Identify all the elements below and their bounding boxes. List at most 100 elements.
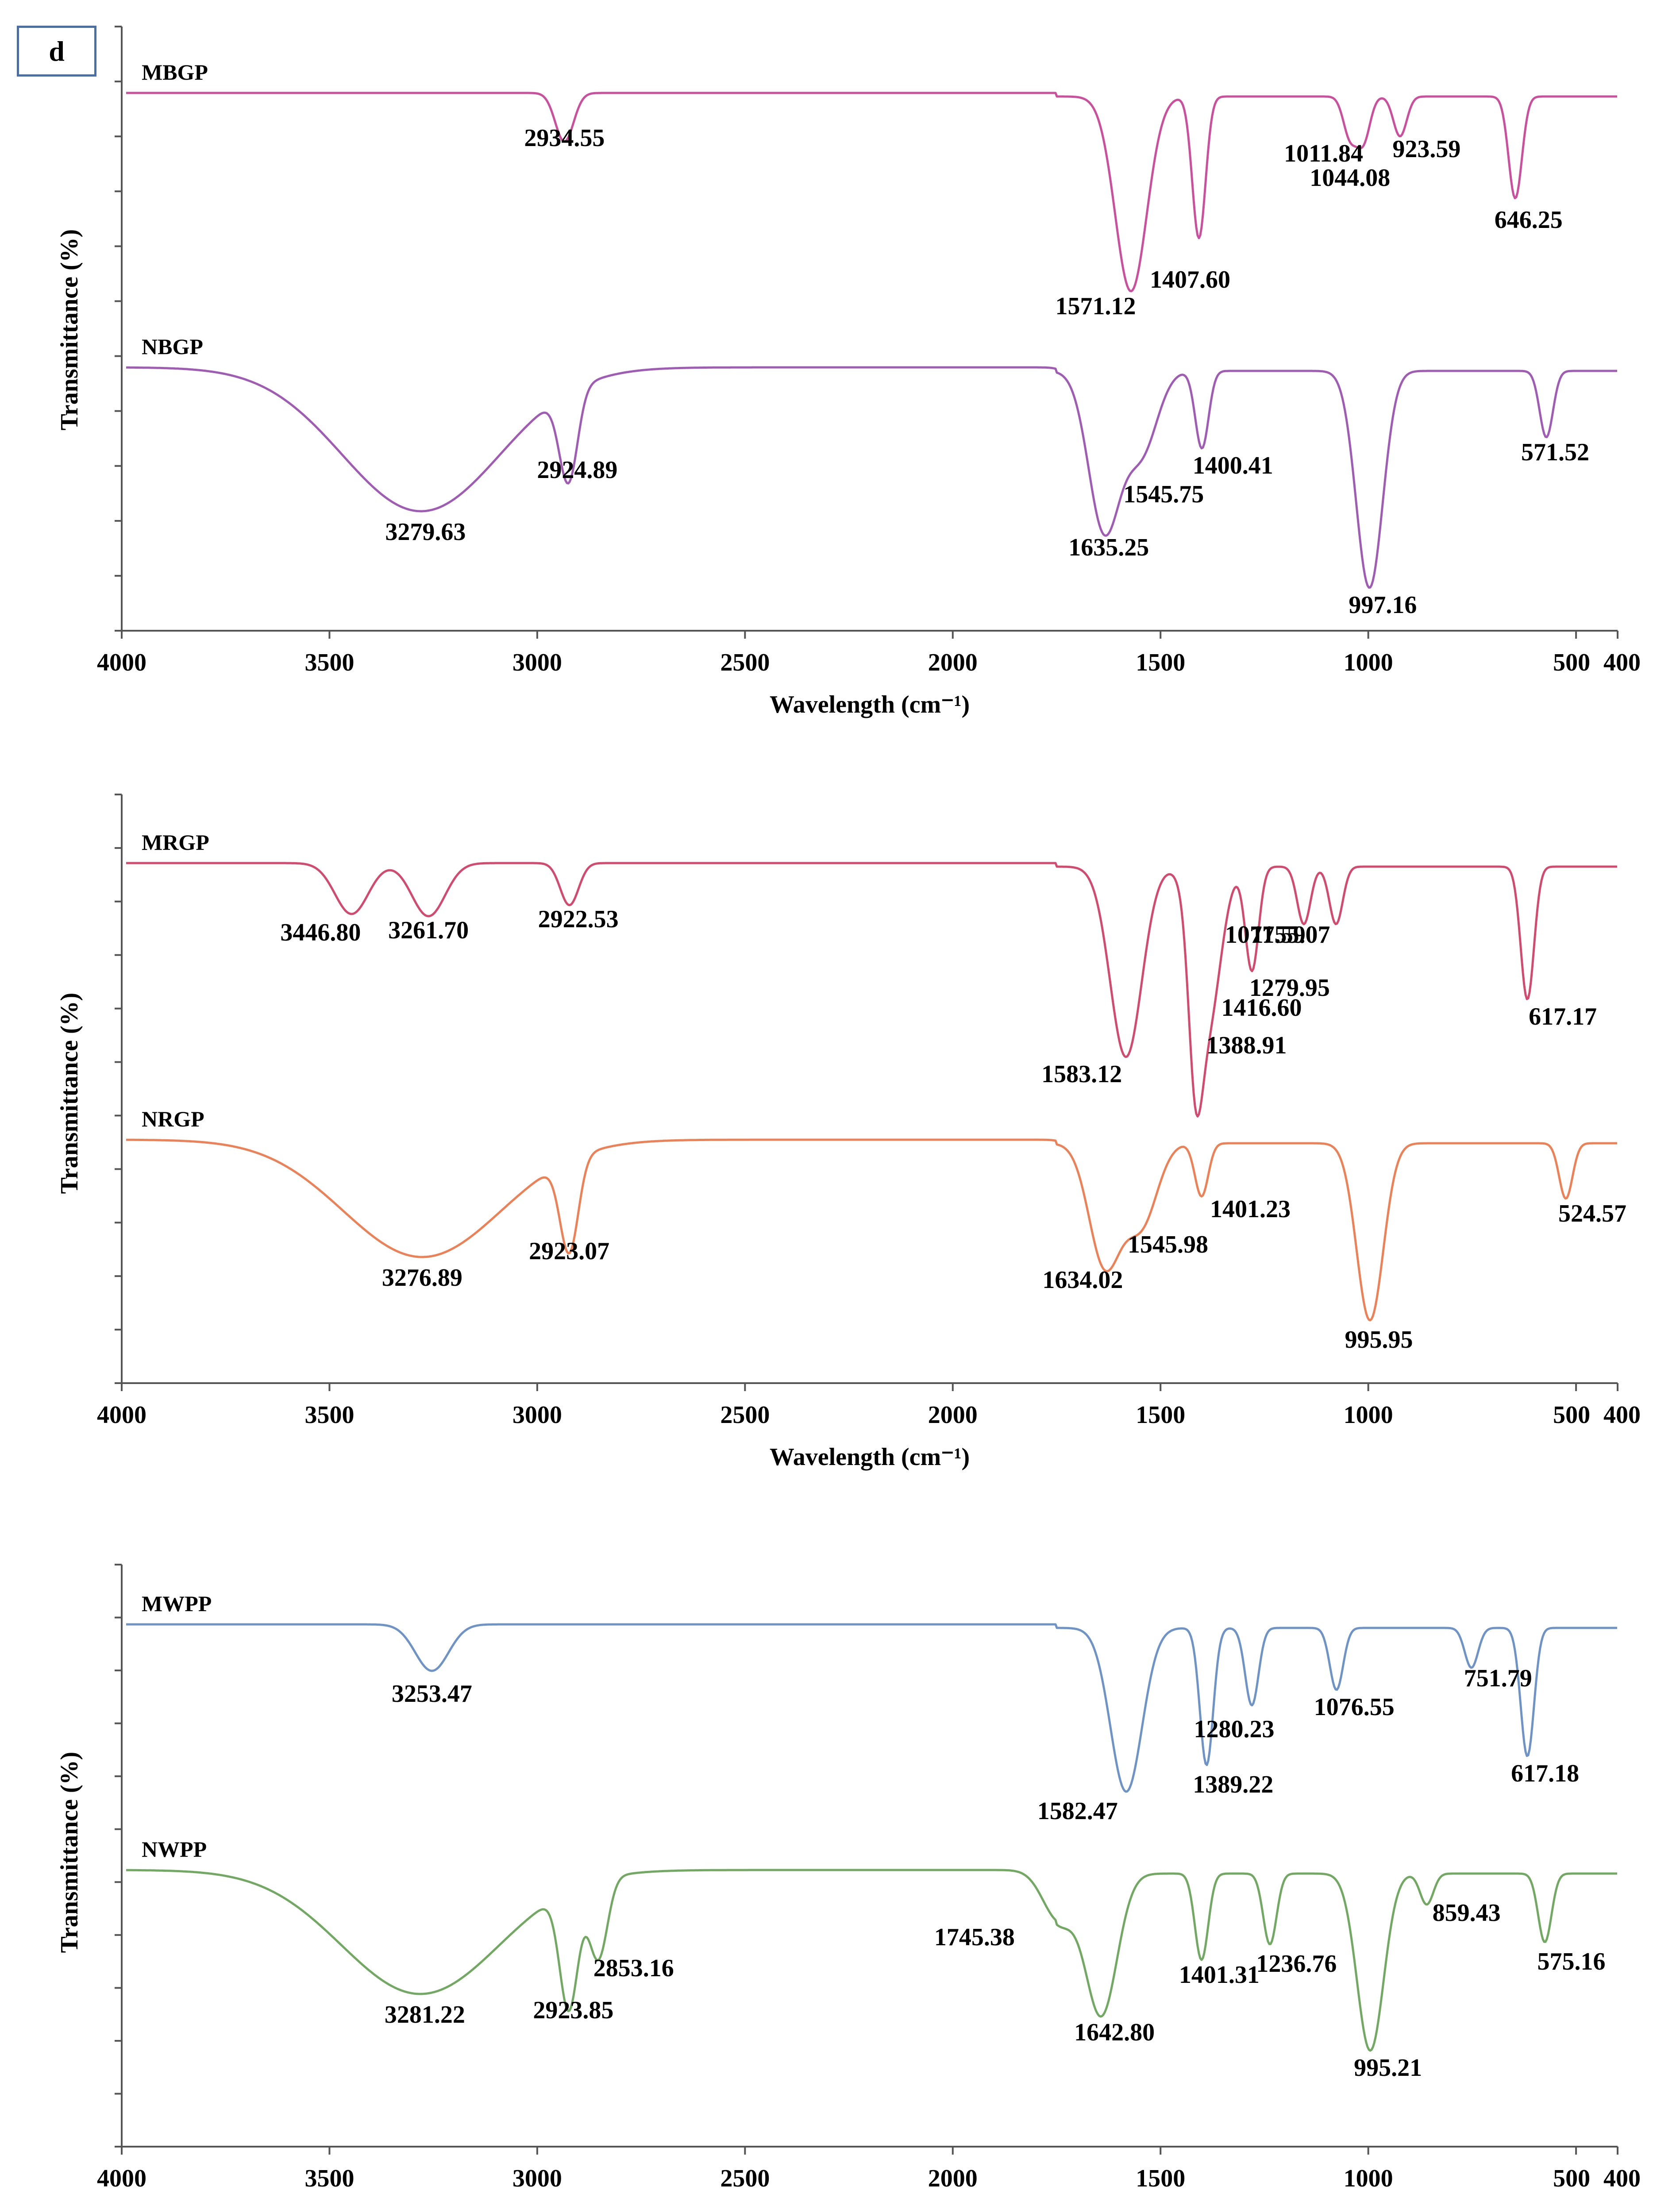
x-axis-title: Wavelength (cm⁻¹)	[770, 1443, 970, 1471]
peak-label: 1582.47	[1037, 1797, 1118, 1825]
x-tick-label: 2000	[928, 649, 978, 676]
peak-label: 995.21	[1354, 2054, 1422, 2082]
x-tick-label: 400	[1603, 649, 1641, 676]
peak-label: 751.79	[1464, 1665, 1532, 1692]
peak-label: 1642.80	[1074, 2019, 1155, 2046]
chart-panel-2: 4000 3500 3000 2500 2000 1500 1000 500 400 Wavele…	[56, 794, 1641, 1471]
peak-label: 2924.89	[537, 456, 617, 484]
spectrum-line-mbgp	[126, 92, 1617, 293]
series-label-mrgp: MRGP	[142, 830, 209, 855]
peak-label: 1416.60	[1221, 994, 1302, 1022]
peak-label: 3446.80	[280, 919, 361, 946]
panel-label: d	[17, 26, 96, 77]
x-tick-label: 2500	[720, 649, 770, 676]
x-tick-label: 500	[1553, 649, 1590, 676]
spectrum-line-nbgp	[126, 366, 1617, 589]
x-tick-label: 500	[1553, 1401, 1590, 1429]
x-tick-label: 1500	[1136, 649, 1185, 676]
peak-label: 2923.07	[529, 1238, 609, 1265]
spectrum-line-nrgp	[126, 1138, 1617, 1322]
peak-label: 923.59	[1392, 135, 1460, 163]
peak-label: 2922.53	[538, 906, 619, 933]
x-tick-label: 3000	[512, 2165, 562, 2192]
x-tick-label: 2000	[928, 2165, 978, 2192]
peak-label: 524.57	[1558, 1200, 1626, 1227]
peak-label: 3279.63	[385, 518, 466, 546]
x-tick-label: 500	[1553, 2165, 1590, 2192]
chart-panel-1: 4000 3500 3000 2500 2000 1500 1000 500 400 Wavele…	[56, 26, 1641, 718]
peak-label: 997.16	[1349, 591, 1417, 619]
x-tick-label: 3000	[512, 1401, 562, 1429]
x-tick-label: 2500	[720, 2165, 770, 2192]
series-label-nrgp: NRGP	[142, 1107, 204, 1131]
x-tick-label: 1000	[1344, 1401, 1393, 1429]
peak-label: 1401.31	[1179, 1961, 1260, 1989]
peak-label: 1545.75	[1123, 481, 1204, 508]
peak-label: 1236.76	[1256, 1950, 1337, 1978]
peak-label: 1044.08	[1310, 164, 1390, 192]
peak-label: 1571.12	[1055, 293, 1136, 320]
peak-label: 1388.91	[1206, 1032, 1287, 1059]
spectrum-line-nwpp	[126, 1869, 1617, 2052]
x-tick-label: 3500	[304, 1401, 354, 1429]
peak-label: 2923.85	[533, 1997, 613, 2024]
peak-label: 3253.47	[392, 1680, 472, 1708]
peak-label: 859.43	[1433, 1899, 1501, 1927]
peak-label: 1389.22	[1193, 1771, 1273, 1798]
x-tick-label: 1500	[1136, 2165, 1185, 2192]
x-tick-label: 2000	[928, 1401, 978, 1429]
peak-label: 617.18	[1511, 1760, 1579, 1787]
peak-label: 1634.02	[1042, 1266, 1123, 1294]
x-tick-label: 4000	[97, 649, 146, 676]
peak-label: 1279.95	[1249, 974, 1330, 1002]
peak-label: 617.17	[1529, 1003, 1597, 1030]
series-label-nbgp: NBGP	[142, 334, 203, 359]
series-label-nwpp: NWPP	[142, 1837, 207, 1862]
peak-label: 646.25	[1495, 206, 1563, 234]
peak-label: 3281.22	[385, 2001, 465, 2028]
x-tick-label: 1500	[1136, 1401, 1185, 1429]
x-tick-label: 4000	[97, 1401, 146, 1429]
peak-label: 1545.98	[1128, 1231, 1208, 1258]
peak-label: 1407.60	[1150, 266, 1230, 293]
x-tick-label: 2500	[720, 1401, 770, 1429]
series-label-mwpp: MWPP	[142, 1591, 212, 1616]
peak-label: 571.52	[1521, 439, 1589, 466]
series-nwpp: NWPP 3281.22 2923.85 2853.16 1745.38 1642.80 1…	[126, 1837, 1617, 2082]
peak-label: 995.95	[1345, 1326, 1413, 1353]
peak-label: 1583.12	[1041, 1060, 1122, 1088]
y-axis-title: Transmittance (%)	[56, 1752, 83, 1953]
x-tick-label: 1000	[1344, 649, 1393, 676]
peak-label: 1011.84	[1284, 140, 1363, 167]
x-axis-title: Wavelength (cm⁻¹)	[770, 691, 970, 718]
chart-panel-3: 4000350030002500200015001000500400Wavele…	[56, 1564, 1641, 2192]
spectrum-line-mwpp	[126, 1623, 1617, 1793]
peak-label: 1280.23	[1194, 1716, 1275, 1743]
series-mwpp: MWPP 3253.47 1582.47 1389.22 1280.23 1076.55 7…	[126, 1591, 1617, 1825]
y-axis-title: Transmittance (%)	[56, 229, 83, 431]
peak-label: 1401.23	[1210, 1195, 1291, 1223]
peak-label: 3276.89	[382, 1264, 462, 1292]
peak-label: 1077.59	[1225, 921, 1306, 949]
peak-label: 1155.07	[1251, 921, 1330, 949]
peak-label: 1400.41	[1193, 452, 1273, 479]
x-tick-label: 3000	[512, 649, 562, 676]
x-tick-label: 400	[1603, 2165, 1641, 2192]
series-label-mbgp: MBGP	[142, 60, 208, 85]
peak-label: 575.16	[1537, 1948, 1606, 1975]
peak-label: 1745.38	[934, 1924, 1015, 1951]
x-tick-label: 3500	[304, 2165, 354, 2192]
x-tick-label: 400	[1603, 1401, 1641, 1429]
peak-label: 2853.16	[593, 1955, 674, 1982]
series-mbgp: MBGP 2934.55 1571.12 1407.60 1011.841044.089…	[126, 60, 1617, 320]
peak-label: 3261.70	[388, 917, 469, 944]
x-tick-label: 1000	[1344, 2165, 1393, 2192]
y-axis-title: Transmittance (%)	[56, 993, 83, 1194]
x-tick-label: 3500	[304, 649, 354, 676]
peak-label: 2934.55	[524, 124, 605, 152]
peak-label: 1076.55	[1314, 1693, 1395, 1721]
